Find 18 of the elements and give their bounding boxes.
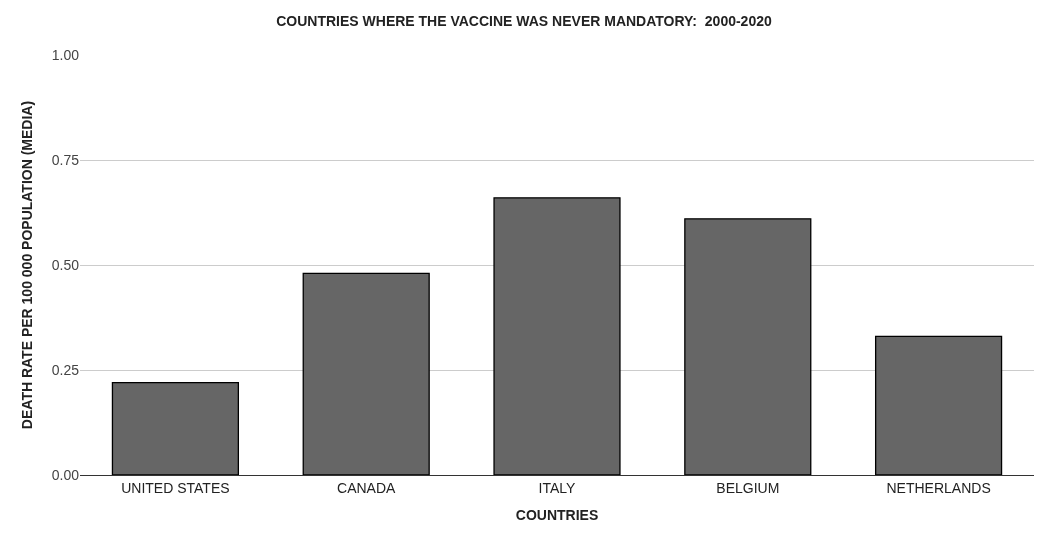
bar: [684, 218, 812, 475]
chart-title: COUNTRIES WHERE THE VACCINE WAS NEVER MANDATORY: 2000-2020: [276, 12, 772, 29]
y-tick-label: 0.00: [51, 466, 80, 483]
y-axis-title: DEATH RATE PER 100 000 POPULATION (MEDIA): [19, 100, 36, 430]
bar: [302, 272, 430, 475]
y-tick-label: 1.00: [51, 46, 80, 63]
y-tick-label: 0.50: [51, 256, 80, 273]
x-tick-label: NETHERLANDS: [886, 479, 991, 496]
y-tick-label: 0.75: [51, 151, 80, 168]
x-tick-label: ITALY: [538, 479, 577, 496]
bar: [111, 381, 240, 475]
x-tick-label: CANADA: [337, 479, 397, 496]
bar: [874, 335, 1003, 475]
x-axis-title: COUNTRIES: [515, 507, 599, 524]
x-tick-label: BELGIUM: [716, 479, 780, 496]
bar: [493, 197, 621, 475]
x-tick-label: UNITED STATES: [121, 479, 230, 496]
y-tick-label: 0.25: [51, 361, 80, 378]
